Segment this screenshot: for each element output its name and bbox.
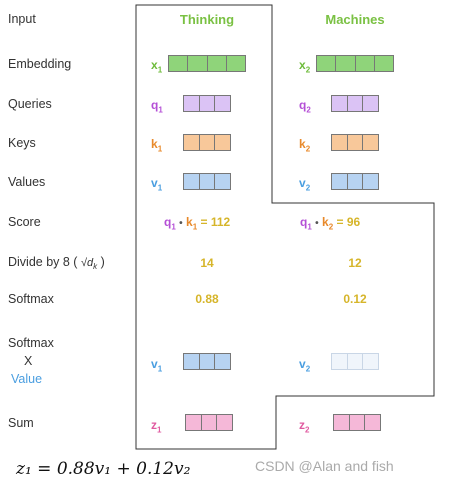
row-label-softmax-x-value-3: Value [11,372,43,386]
word-machines: Machines [325,12,385,27]
sqrt-sign: √d [80,257,94,269]
divide-text: Divide by 8 ( [8,255,78,269]
row-label-queries: Queries [8,97,52,111]
symbol-q2: q2 [299,98,311,115]
weighted-value-vector-2 [331,353,379,370]
symbol-k1: k1 [151,137,163,154]
score1-value: 112 [210,215,231,229]
row-label-score: Score [8,215,41,229]
score2-value: 96 [346,215,361,229]
symbol-v1-weighted: v1 [151,357,163,374]
row-label-keys: Keys [8,136,36,150]
formula: z₁ = 0.88v₁ + 0.12v₂ [16,459,191,479]
score2-eq: = [336,215,344,229]
symbol-v2: v2 [299,176,311,193]
softmax-value-1: 0.88 [195,292,219,306]
row-label-input: Input [8,12,36,26]
row-label-softmax-x-value-1: Softmax [8,336,54,350]
symbol-x2: x2 [299,58,311,75]
score2-k: k2 [322,215,334,232]
symbol-q1: q1 [151,98,163,115]
key-vector-2 [331,134,379,151]
sqrt-subscript: k [93,262,98,272]
watermark: CSDN @Alan and fish [255,458,394,474]
score1-k: k1 [186,215,198,232]
divide-close: ) [100,255,105,269]
output-vector-2 [333,414,381,431]
row-label-embedding: Embedding [8,57,72,71]
score1-dot: • [179,218,183,229]
row-label-softmax-x-value-2: X [24,354,33,368]
row-label-sum: Sum [8,416,34,430]
value-vector-1 [183,173,231,190]
embedding-vector-1 [168,55,246,72]
word-thinking: Thinking [179,12,235,27]
symbol-k2: k2 [299,137,311,154]
score-expression-2: q1 • k2 = 96 [300,215,360,231]
symbol-v1: v1 [151,176,163,193]
score1-q: q1 [164,215,176,232]
divide-value-2: 12 [348,256,362,270]
query-vector-2 [331,95,379,112]
symbol-v2-weighted: v2 [299,357,311,374]
softmax-value-2: 0.12 [343,292,367,306]
weighted-value-vector-1 [183,353,231,370]
query-vector-1 [183,95,231,112]
sqrt-dk: √dk [80,257,98,272]
symbol-z2: z2 [299,418,310,435]
score2-dot: • [315,218,319,229]
embedding-vector-2 [316,55,394,72]
row-label-values: Values [8,175,46,189]
row-label-softmax: Softmax [8,292,54,306]
score1-eq: = [200,215,208,229]
score-expression-1: q1 • k1 = 112 [164,215,230,231]
symbol-z1: z1 [151,418,162,435]
key-vector-1 [183,134,231,151]
value-vector-2 [331,173,379,190]
output-vector-1 [185,414,233,431]
score2-q: q1 [300,215,312,232]
divide-value-1: 14 [200,256,214,270]
row-label-divide: Divide by 8 ( √dk ) [8,255,105,271]
symbol-x1: x1 [151,58,163,75]
